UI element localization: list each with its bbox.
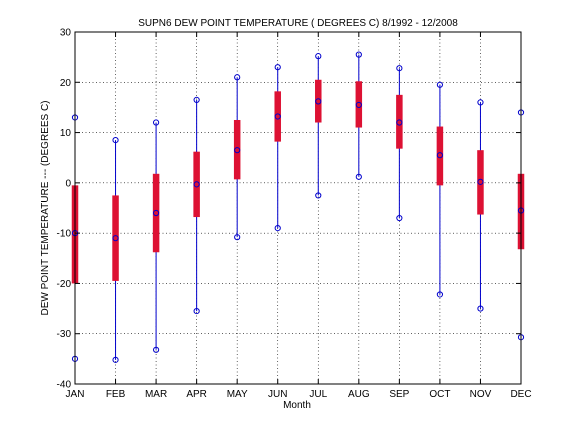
y-tick-label: -10 (57, 229, 72, 240)
min-marker (234, 234, 241, 241)
max-marker (315, 53, 322, 60)
min-marker (193, 307, 200, 315)
median-marker (436, 152, 444, 159)
iqr-box (112, 195, 119, 281)
min-marker (112, 356, 119, 363)
max-marker (234, 74, 241, 81)
min-marker (152, 346, 160, 353)
grid (75, 32, 521, 384)
median-marker (234, 147, 241, 154)
max-marker (152, 119, 160, 126)
min-marker (436, 291, 444, 298)
min-marker (355, 173, 362, 180)
min-marker (315, 192, 322, 199)
axes: -40 -30 -20 -10 0 10 20 30 JAN FEB MAR APR MAY JUN JUL… (57, 28, 532, 401)
iqr-box (152, 173, 160, 253)
iqr-box (193, 151, 200, 218)
y-tick-label: -40 (57, 380, 72, 391)
iqr-box (396, 94, 403, 149)
x-tick-label: DEC (510, 389, 531, 400)
median-marker (274, 113, 281, 120)
median-marker (355, 101, 362, 109)
x-tick-label: APR (186, 389, 207, 400)
iqr-box (477, 150, 484, 215)
median-marker (396, 119, 403, 126)
y-tick-label: 20 (60, 78, 72, 89)
iqr-box (355, 81, 363, 128)
x-tick-label: AUG (348, 389, 370, 400)
min-marker (396, 214, 403, 222)
min-marker (274, 225, 281, 232)
y-tick-label: -20 (57, 279, 72, 290)
median-marker (315, 98, 322, 105)
max-marker (436, 81, 444, 88)
y-tick-label: 0 (65, 178, 71, 189)
x-axis-label: Month (283, 400, 311, 411)
x-tick-label: OCT (429, 389, 450, 400)
x-tick-label: SEP (389, 389, 409, 400)
x-tick-label: JUL (309, 389, 327, 400)
x-tick-label: MAY (227, 389, 248, 400)
max-marker (355, 51, 362, 58)
max-marker (477, 99, 484, 106)
y-axis-label: DEW POINT TEMPERATURE --- (DEGREES C) (40, 100, 51, 315)
median-marker (193, 181, 200, 188)
median-marker (152, 209, 160, 217)
max-marker (274, 64, 281, 71)
iqr-box (315, 79, 322, 123)
max-marker (193, 96, 200, 103)
median-marker (477, 178, 484, 185)
iqr-box (274, 91, 281, 142)
y-tick-label: 10 (60, 128, 72, 139)
plot-frame (74, 31, 522, 385)
x-tick-label: MAR (145, 389, 167, 400)
y-tick-label: 30 (60, 28, 72, 39)
max-marker (396, 65, 403, 72)
x-tick-label: JUN (268, 389, 287, 400)
chart-title: SUPN6 DEW POINT TEMPERATURE ( DEGREES C)… (138, 18, 458, 29)
min-marker (477, 305, 484, 312)
iqr-box (233, 120, 241, 180)
median-marker (112, 235, 119, 242)
plot-series (71, 51, 525, 363)
max-marker (112, 137, 119, 144)
x-tick-label: NOV (470, 389, 492, 400)
x-tick-label: JAN (66, 389, 85, 400)
x-tick-label: FEB (106, 389, 126, 400)
y-tick-label: -30 (57, 329, 72, 340)
iqr-box (436, 126, 444, 186)
